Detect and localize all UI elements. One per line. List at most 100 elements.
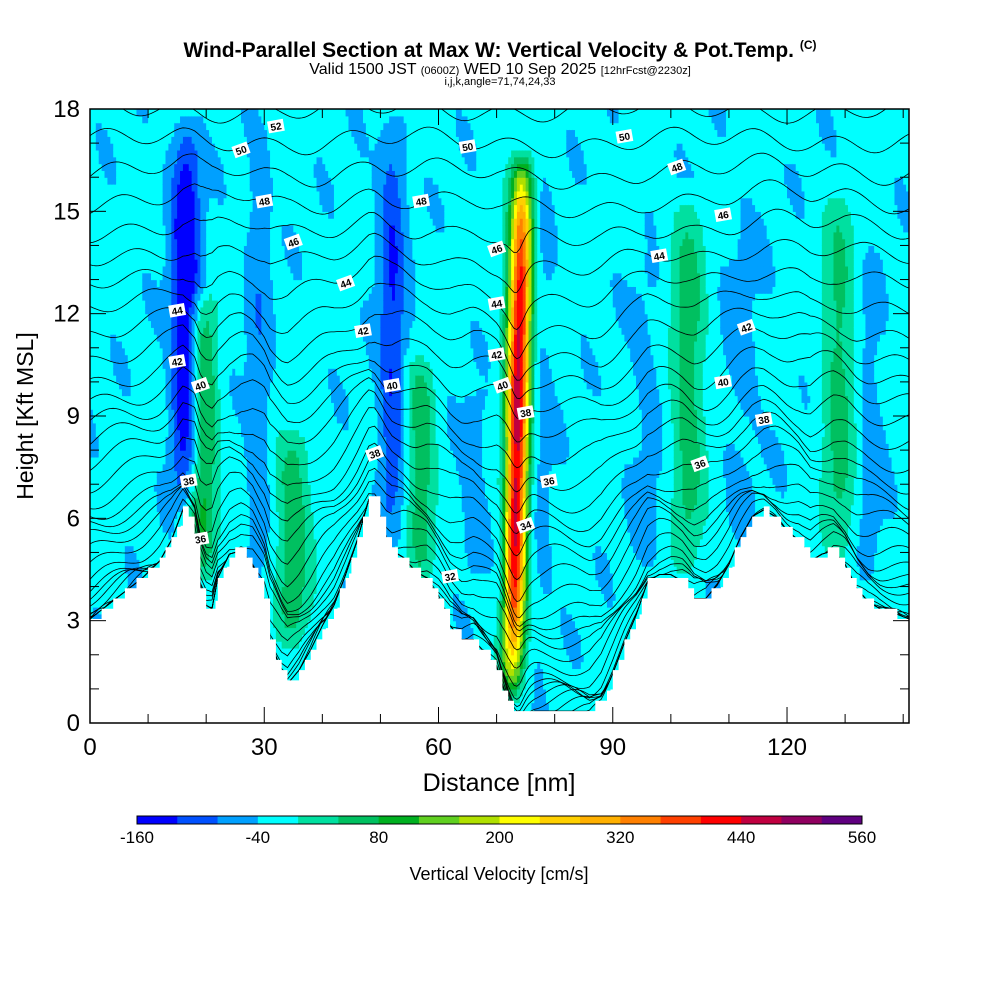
velocity-cell — [217, 484, 222, 492]
velocity-cell — [165, 497, 170, 506]
velocity-cell — [267, 252, 271, 260]
velocity-cell — [249, 429, 254, 438]
velocity-cell — [156, 409, 161, 417]
velocity-cell — [156, 327, 161, 335]
velocity-cell — [267, 497, 271, 506]
velocity-cell — [92, 170, 97, 178]
velocity-cell — [203, 286, 207, 294]
velocity-cell — [188, 136, 193, 144]
velocity-cell — [217, 572, 222, 581]
velocity-cell — [203, 463, 207, 472]
velocity-cell — [119, 422, 123, 431]
velocity-cell — [197, 293, 201, 301]
velocity-cell — [136, 245, 140, 253]
velocity-cell — [214, 525, 219, 533]
velocity-cell — [139, 115, 143, 124]
velocity-cell — [270, 170, 274, 178]
velocity-cell — [220, 143, 225, 151]
velocity-cell — [223, 306, 228, 315]
velocity-cell — [98, 129, 103, 137]
velocity-cell — [101, 340, 106, 349]
velocity-cell — [232, 518, 236, 526]
velocity-cell — [101, 170, 106, 178]
velocity-cell — [92, 115, 97, 124]
velocity-cell — [90, 504, 94, 513]
velocity-cell — [130, 306, 135, 315]
velocity-cell — [258, 477, 262, 485]
velocity-cell — [121, 491, 126, 499]
velocity-cell — [95, 443, 100, 451]
velocity-cell — [101, 368, 106, 376]
velocity-cell — [241, 381, 245, 390]
velocity-cell — [150, 531, 155, 540]
velocity-cell — [229, 306, 233, 315]
velocity-cell — [130, 320, 135, 328]
velocity-cell — [159, 416, 164, 424]
velocity-cell — [241, 409, 245, 417]
velocity-cell — [197, 470, 201, 478]
velocity-cell — [188, 238, 193, 247]
velocity-cell — [90, 286, 94, 294]
velocity-cell — [168, 211, 172, 219]
velocity-cell — [194, 252, 199, 260]
velocity-cell — [229, 211, 233, 219]
velocity-cell — [124, 456, 129, 465]
velocity-cell — [116, 204, 120, 212]
velocity-cell — [113, 593, 117, 601]
velocity-cell — [162, 552, 167, 560]
velocity-cell — [243, 109, 248, 117]
velocity-cell — [165, 211, 170, 219]
velocity-cell — [92, 149, 97, 158]
velocity-cell — [272, 231, 277, 240]
velocity-cell — [200, 313, 204, 322]
velocity-cell — [171, 375, 175, 383]
velocity-cell — [133, 552, 138, 560]
velocity-cell — [174, 484, 178, 492]
velocity-cell — [113, 300, 117, 308]
velocity-cell — [238, 231, 242, 240]
velocity-cell — [159, 197, 164, 206]
velocity-cell — [104, 272, 109, 281]
velocity-cell — [90, 129, 94, 137]
velocity-cell — [133, 375, 138, 383]
velocity-cell — [264, 443, 268, 451]
velocity-cell — [255, 381, 260, 390]
velocity-cell — [101, 559, 106, 567]
velocity-cell — [261, 129, 265, 137]
velocity-cell — [217, 293, 222, 301]
velocity-cell — [113, 245, 117, 253]
velocity-cell — [191, 279, 196, 287]
velocity-cell — [229, 129, 233, 137]
velocity-cell — [121, 224, 126, 233]
velocity-cell — [136, 204, 140, 212]
velocity-cell — [139, 259, 143, 267]
velocity-cell — [113, 327, 117, 335]
velocity-cell — [214, 443, 219, 451]
velocity-cell — [104, 245, 109, 253]
velocity-cell — [246, 224, 251, 233]
velocity-cell — [124, 552, 129, 560]
velocity-cell — [229, 422, 233, 431]
velocity-cell — [171, 184, 175, 192]
velocity-cell — [249, 497, 254, 506]
velocity-cell — [206, 177, 210, 185]
velocity-cell — [139, 231, 143, 240]
velocity-cell — [145, 340, 149, 349]
velocity-cell — [136, 265, 140, 274]
velocity-cell — [209, 395, 213, 403]
velocity-cell — [214, 197, 219, 206]
velocity-cell — [174, 422, 178, 431]
velocity-cell — [177, 245, 181, 253]
velocity-cell — [229, 395, 233, 403]
velocity-cell — [139, 361, 143, 369]
velocity-cell — [162, 170, 167, 178]
velocity-cell — [270, 204, 274, 212]
velocity-cell — [255, 231, 260, 240]
velocity-cell — [145, 231, 149, 240]
velocity-cell — [162, 381, 167, 390]
velocity-cell — [255, 184, 260, 192]
velocity-cell — [206, 184, 210, 192]
velocity-cell — [226, 395, 230, 403]
velocity-cell — [209, 456, 213, 465]
velocity-cell — [185, 190, 190, 199]
